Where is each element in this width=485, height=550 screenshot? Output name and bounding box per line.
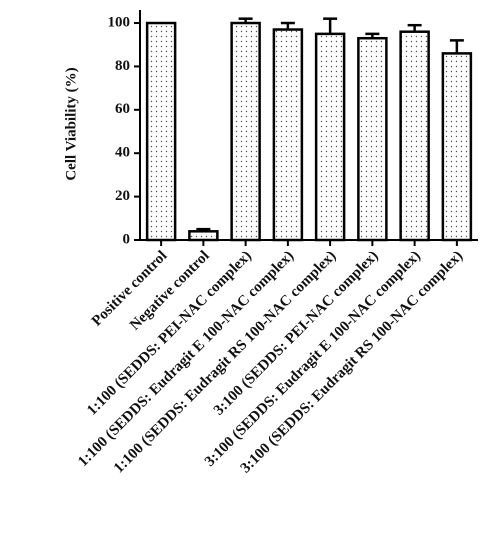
y-tick-label: 60 (115, 101, 130, 117)
bar (230, 21, 261, 242)
bar (357, 36, 388, 242)
bar (314, 32, 346, 242)
x-tick-label: Positive control (89, 248, 171, 330)
y-axis-label: Cell Viability (%) (63, 67, 79, 180)
bar (188, 230, 219, 242)
y-tick-label: 0 (123, 231, 131, 247)
y-tick-label: 20 (115, 188, 130, 204)
bar (272, 28, 304, 242)
bar (399, 30, 430, 242)
bar (441, 52, 473, 242)
y-tick-label: 40 (115, 145, 130, 161)
y-tick-label: 80 (115, 58, 130, 74)
y-tick-label: 100 (108, 14, 131, 30)
bar (145, 21, 177, 242)
